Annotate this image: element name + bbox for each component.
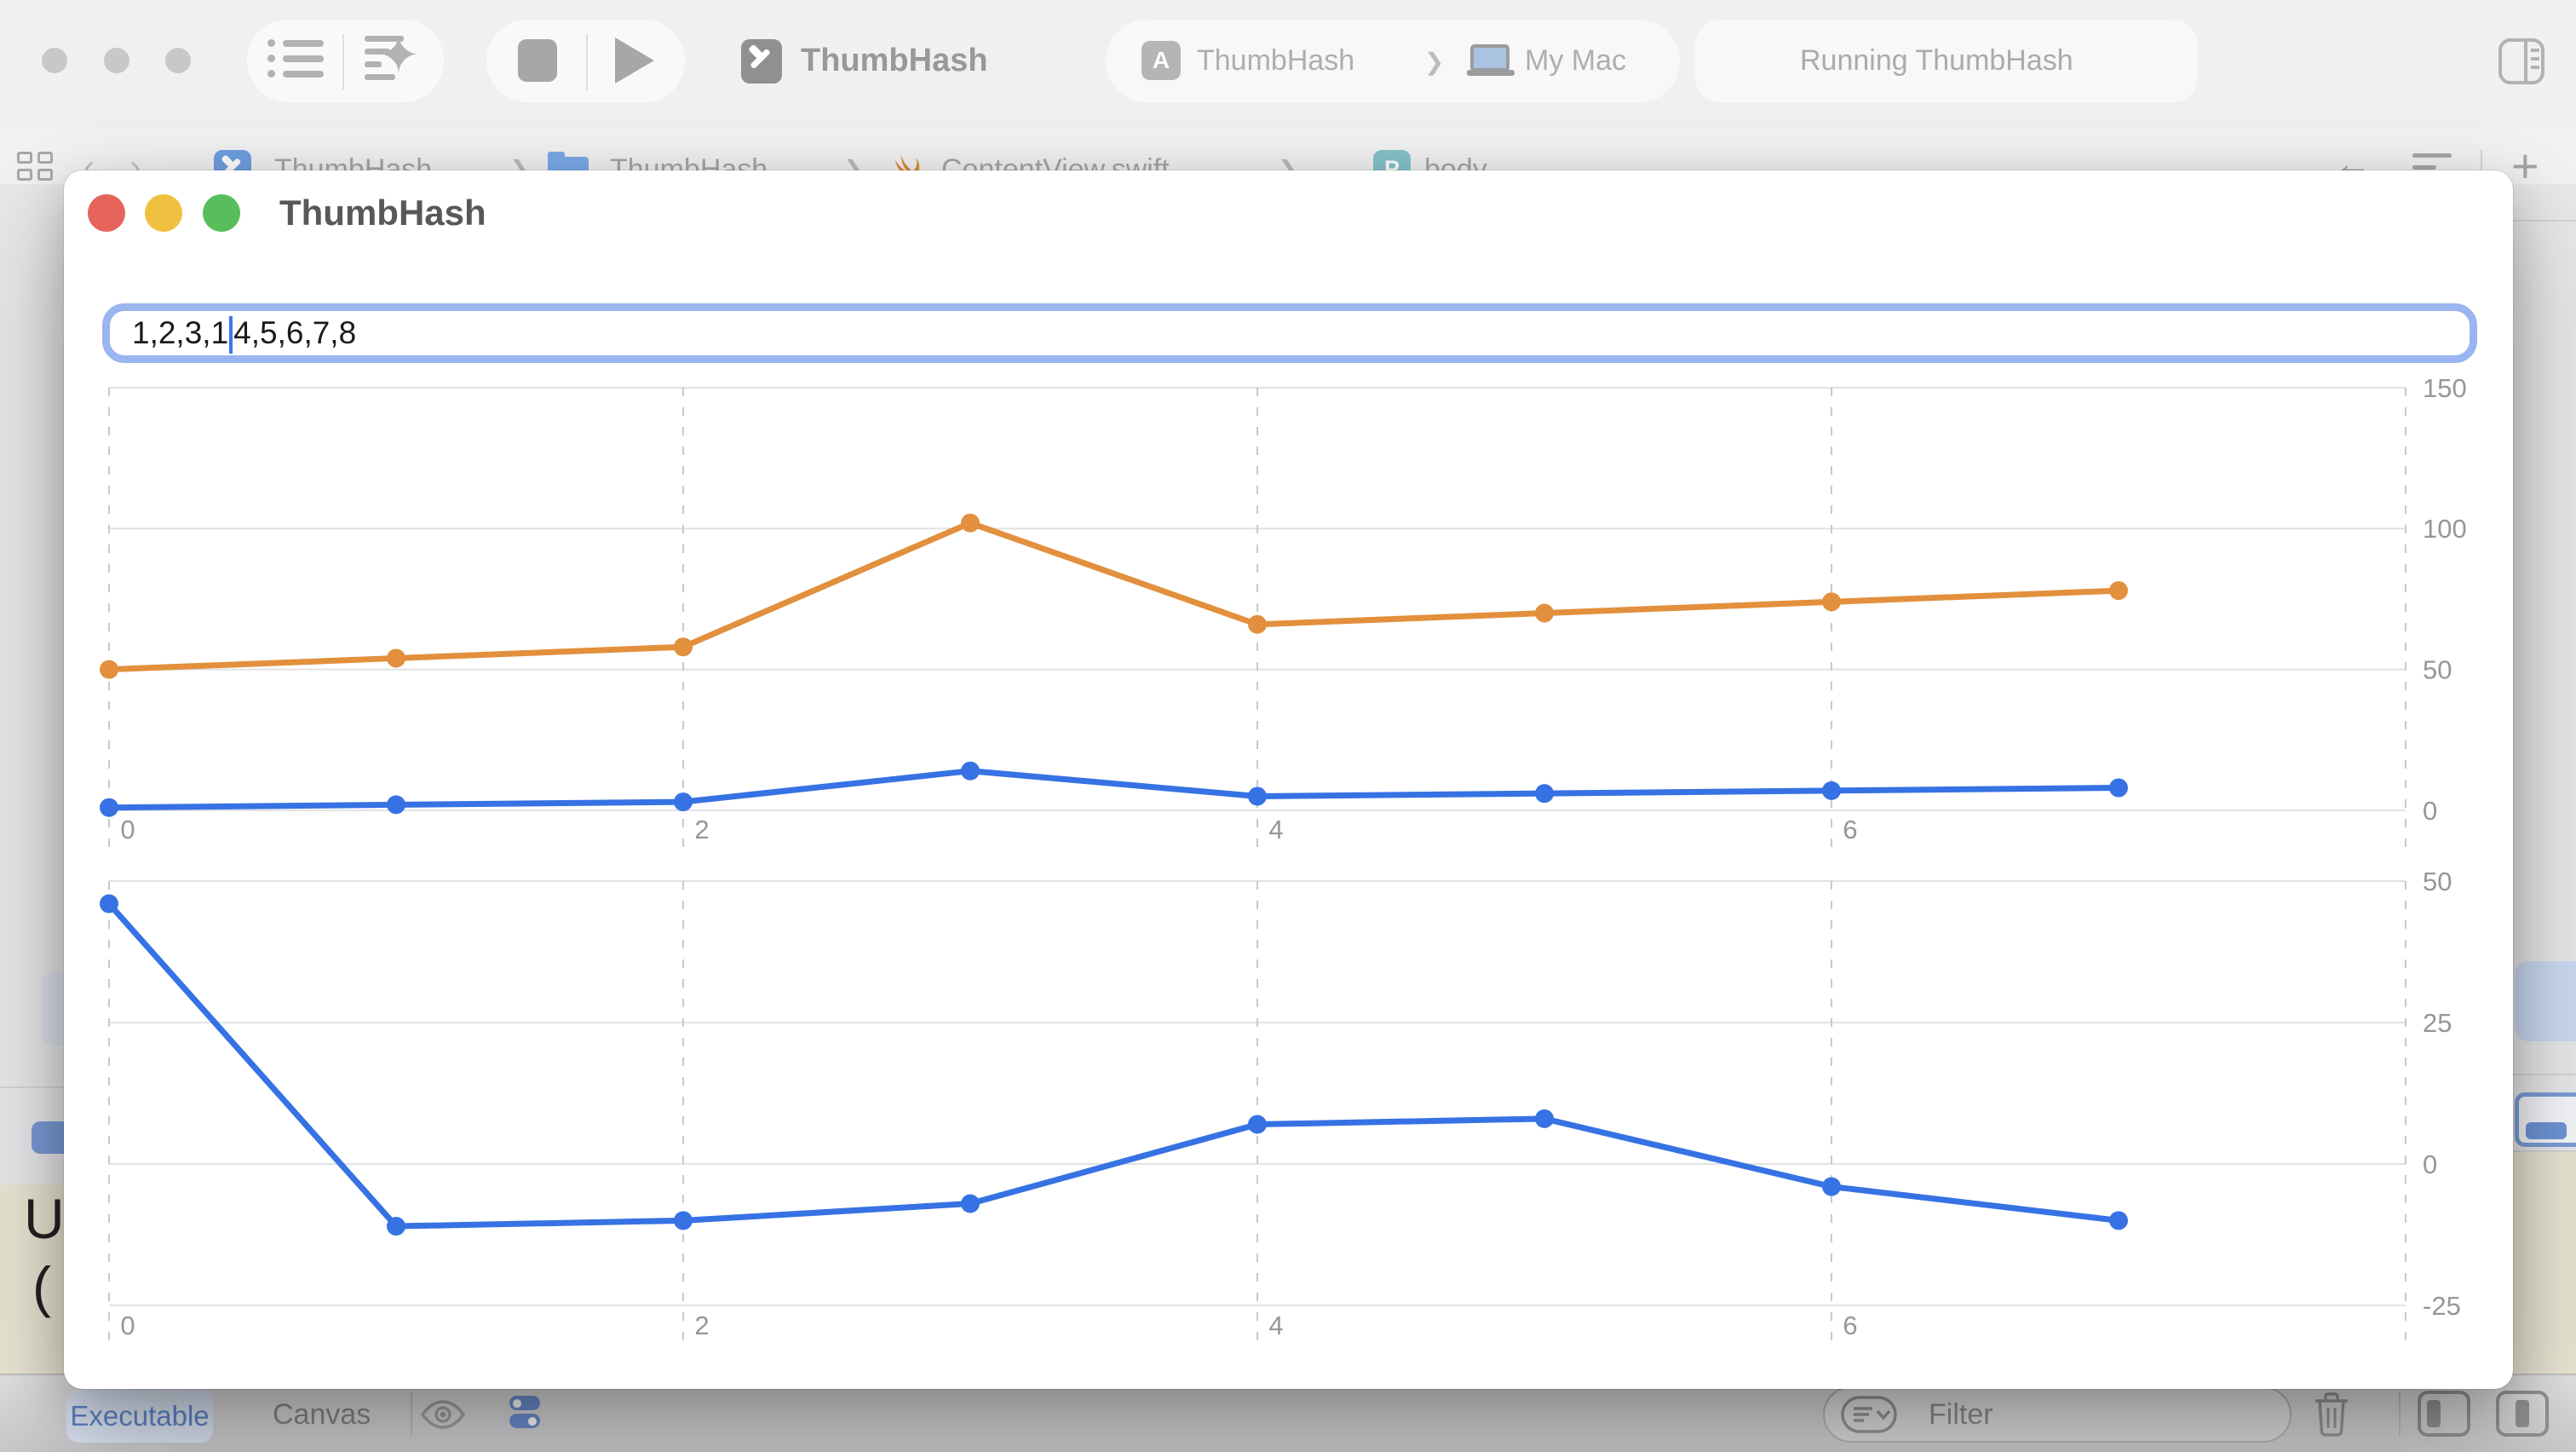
bg-traffic-close-button[interactable] xyxy=(42,48,67,73)
filter-field[interactable]: Filter xyxy=(1823,1386,2291,1443)
navigator-grid-icon[interactable] xyxy=(17,152,53,181)
scheme-selector[interactable] xyxy=(1106,20,1680,102)
input-text-after-cursor: 4,5,6,7,8 xyxy=(233,315,357,350)
play-icon[interactable] xyxy=(615,37,654,84)
canvas-tab[interactable]: Canvas xyxy=(273,1398,371,1431)
svg-text:150: 150 xyxy=(2423,373,2467,403)
variants-toggle-icon[interactable] xyxy=(509,1396,542,1430)
run-group-divider xyxy=(586,34,588,90)
zoom-button[interactable] xyxy=(203,194,240,232)
svg-text:0: 0 xyxy=(120,1311,135,1340)
svg-text:2: 2 xyxy=(694,1311,709,1340)
bg-divider xyxy=(2510,1074,2576,1075)
thumbhash-window: ThumbHash 1,2,3,1 4,5,6,7,8 150 100 50 0 0 2 4 6… xyxy=(64,170,2513,1389)
svg-text:25: 25 xyxy=(2423,1008,2452,1038)
adjust-lines-icon[interactable] xyxy=(2412,153,2455,174)
svg-text:4: 4 xyxy=(1268,815,1283,844)
bg-editor-fragment-right xyxy=(2511,1152,2576,1375)
svg-text:6: 6 xyxy=(1843,815,1857,844)
minimize-button[interactable] xyxy=(145,194,182,232)
laptop-icon xyxy=(1467,44,1515,78)
svg-text:-25: -25 xyxy=(2423,1291,2461,1321)
svg-text:0: 0 xyxy=(120,815,135,844)
panel-toggle-left-icon[interactable] xyxy=(2418,1391,2470,1437)
bg-selection-fragment xyxy=(2515,961,2576,1041)
bg-focused-field-fragment xyxy=(2515,1092,2576,1147)
svg-text:4: 4 xyxy=(1268,1311,1283,1340)
stop-icon[interactable] xyxy=(518,39,557,82)
bg-editor-text: U xyxy=(24,1187,65,1250)
bg-traffic-zoom-button[interactable] xyxy=(165,48,191,73)
nav-divider xyxy=(2481,150,2482,187)
bg-divider xyxy=(2510,220,2576,222)
svg-text:50: 50 xyxy=(2423,867,2452,896)
inspector-toggle-icon[interactable] xyxy=(2498,37,2545,85)
scheme-app-icon: A xyxy=(1141,41,1181,80)
text-cursor xyxy=(229,316,233,354)
thumbhash-chart-bottom: 50 25 0 -25 0 2 4 6 xyxy=(100,867,2461,1348)
toolbar-project-title: ThumbHash xyxy=(801,43,988,78)
executable-tab[interactable]: Executable xyxy=(66,1390,213,1443)
panel-toggle-center-icon[interactable] xyxy=(2496,1391,2549,1437)
status-text: Running ThumbHash xyxy=(1800,44,2073,77)
svg-text:0: 0 xyxy=(2423,796,2437,826)
trash-icon[interactable] xyxy=(2312,1390,2351,1439)
values-input[interactable]: 1,2,3,1 4,5,6,7,8 xyxy=(102,303,2477,363)
filter-icon xyxy=(1841,1396,1897,1433)
thumbhash-chart-top: 150 100 50 0 0 2 4 6 xyxy=(100,373,2467,853)
xcode-toolbar: ✦ ThumbHash A ThumbHash ❯ My Mac Running… xyxy=(0,0,2576,128)
bg-list-fragment xyxy=(41,971,66,1046)
sparkle-list-icon[interactable]: ✦ xyxy=(365,26,428,90)
activity-viewer xyxy=(1695,20,2198,102)
editor-options-group xyxy=(247,20,444,102)
bg-editor-text: ( xyxy=(32,1255,51,1318)
filter-placeholder: Filter xyxy=(1929,1397,1993,1431)
window-title: ThumbHash xyxy=(279,193,486,233)
eye-icon[interactable] xyxy=(421,1399,465,1430)
bg-selected-row-fragment xyxy=(32,1121,66,1154)
bg-divider xyxy=(2510,1150,2576,1152)
bg-divider xyxy=(0,1086,65,1088)
bg-traffic-minimize-button[interactable] xyxy=(104,48,129,73)
bar-divider xyxy=(411,1392,412,1437)
bg-editor-fragment-left: U ( xyxy=(0,1184,65,1374)
close-button[interactable] xyxy=(88,194,125,232)
bar-divider xyxy=(2399,1392,2401,1437)
svg-text:0: 0 xyxy=(2423,1150,2437,1179)
bullet-list-icon[interactable] xyxy=(267,39,324,85)
scheme-destination[interactable]: My Mac xyxy=(1525,44,1626,77)
svg-text:50: 50 xyxy=(2423,655,2452,685)
input-text-before-cursor: 1,2,3,1 xyxy=(132,315,229,350)
group-divider xyxy=(342,34,344,90)
svg-text:2: 2 xyxy=(694,815,709,844)
scheme-separator: ❯ xyxy=(1424,49,1445,75)
svg-text:100: 100 xyxy=(2423,514,2467,544)
scheme-name[interactable]: ThumbHash xyxy=(1197,44,1355,77)
add-icon[interactable]: + xyxy=(2511,139,2539,193)
project-app-icon xyxy=(741,39,782,84)
svg-text:6: 6 xyxy=(1843,1311,1857,1340)
